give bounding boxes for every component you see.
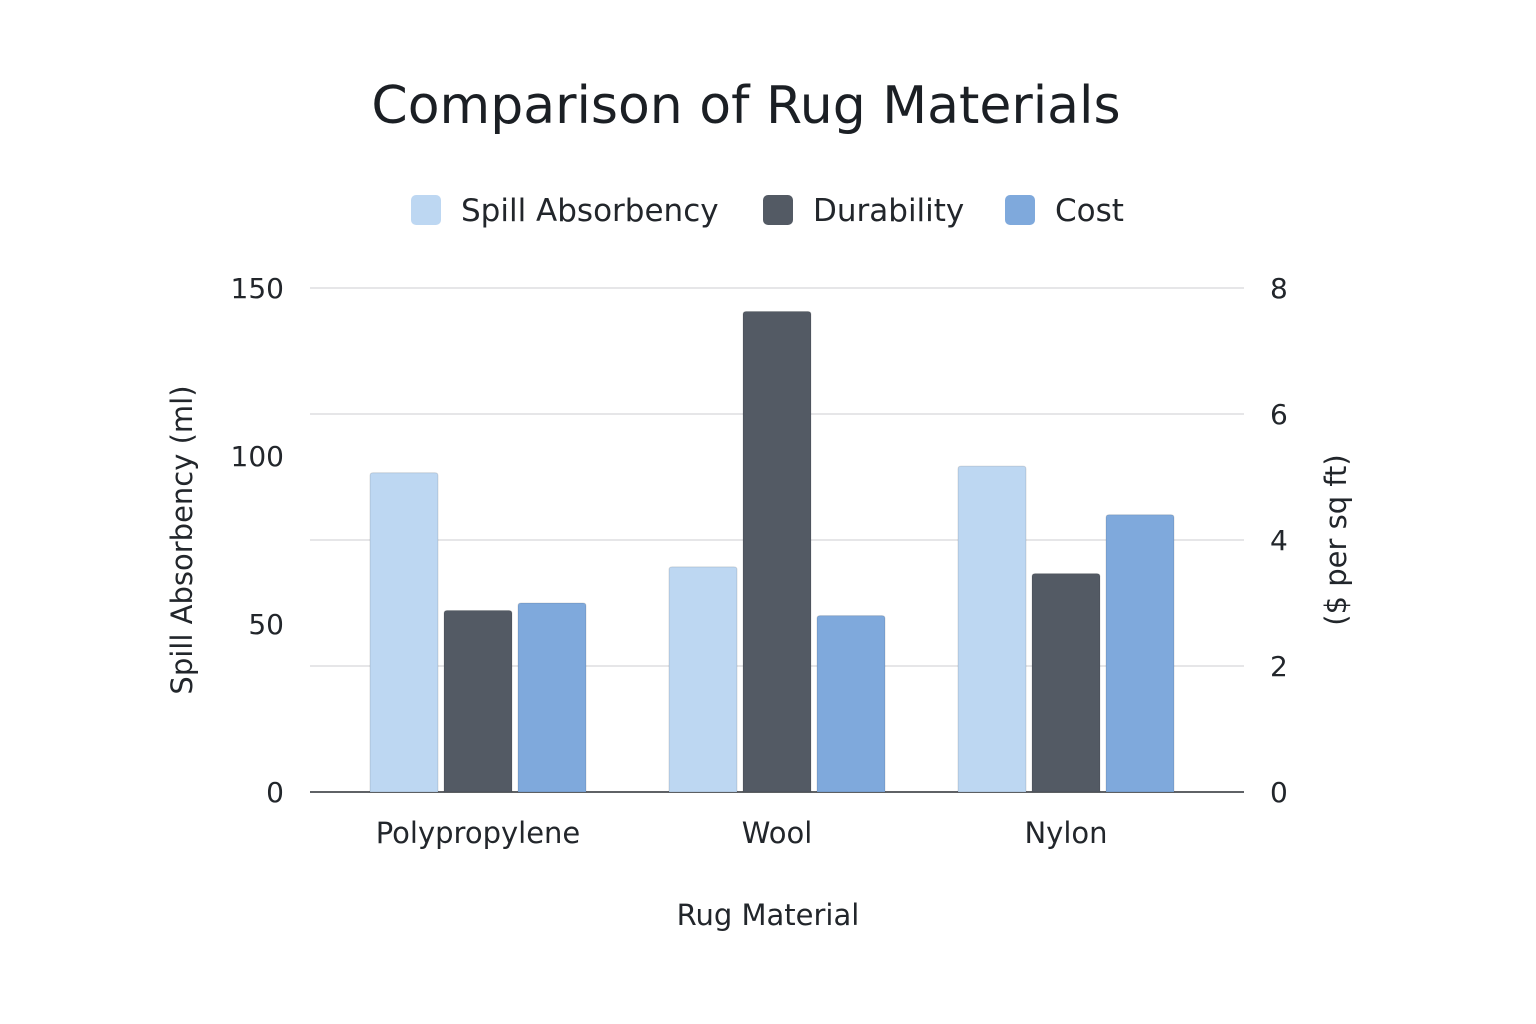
- legend-swatch: [1005, 195, 1035, 225]
- bar-cost: [816, 615, 886, 793]
- legend-swatch: [763, 195, 793, 225]
- x-tick-label: Wool: [742, 816, 813, 850]
- bar-durability: [1031, 573, 1101, 793]
- y2-axis-label: ($ per sq ft): [1319, 454, 1353, 626]
- bar-spill-absorbency: [668, 566, 738, 793]
- bar-cost: [517, 602, 587, 793]
- y2-tick-label: 8: [1270, 272, 1288, 305]
- chart-title: Comparison of Rug Materials: [371, 76, 1120, 136]
- legend: Spill Absorbency Durability Cost: [411, 193, 1124, 229]
- x-axis-label: Rug Material: [677, 898, 860, 932]
- y2-tick-label: 0: [1270, 776, 1288, 809]
- bar-durability: [742, 311, 812, 793]
- bars: [369, 311, 1175, 793]
- y-tick-label: 100: [231, 440, 284, 473]
- legend-label: Durability: [813, 193, 964, 229]
- legend-label: Cost: [1055, 193, 1124, 229]
- legend-swatch: [411, 195, 441, 225]
- bar-cost: [1105, 514, 1175, 793]
- bar-spill-absorbency: [957, 465, 1027, 793]
- bar-durability: [443, 610, 513, 793]
- x-tick-label: Nylon: [1024, 816, 1107, 850]
- y-tick-label: 50: [248, 608, 284, 641]
- y2-tick-label: 2: [1270, 650, 1288, 683]
- tick-labels: 0 50 100 150 0 2 4 6 8 Polypropylene Wool Nylon: [231, 272, 1288, 850]
- y-tick-label: 0: [266, 776, 284, 809]
- y-tick-label: 150: [231, 272, 284, 305]
- x-tick-label: Polypropylene: [376, 816, 581, 850]
- y2-tick-label: 4: [1270, 524, 1288, 557]
- legend-label: Spill Absorbency: [461, 193, 719, 229]
- y2-tick-label: 6: [1270, 398, 1288, 431]
- bar-spill-absorbency: [369, 472, 439, 793]
- y-axis-label: Spill Absorbency (ml): [165, 385, 199, 694]
